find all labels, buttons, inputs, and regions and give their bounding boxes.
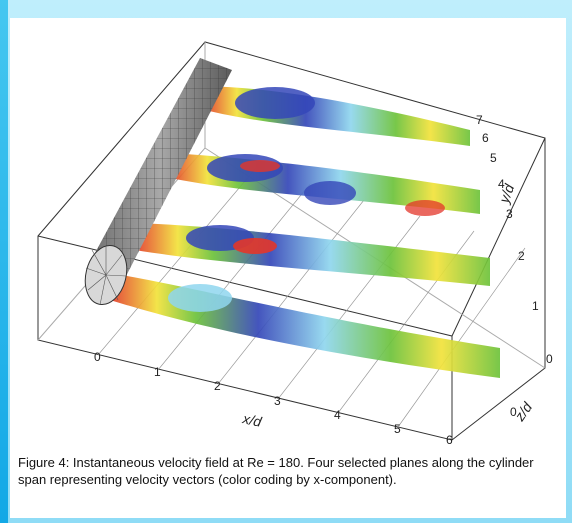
velocity-plane-4	[110, 273, 500, 378]
y-tick: 7	[476, 113, 483, 127]
y-tick: 4	[498, 177, 505, 191]
z-tick: 0	[510, 405, 517, 419]
figure-caption: Figure 4: Instantaneous velocity field a…	[18, 455, 534, 487]
cylinder-icon	[84, 58, 232, 306]
x-tick: 0	[94, 350, 101, 364]
velocity-plane-3	[135, 223, 490, 286]
z-axis-label: z/d	[511, 398, 536, 424]
z-axis-ticks: 0 0	[510, 352, 553, 419]
y-tick: 6	[482, 131, 489, 145]
y-tick: 5	[490, 151, 497, 165]
x-tick: 1	[154, 365, 161, 379]
x-tick: 6	[446, 433, 453, 447]
y-tick: 3	[506, 207, 513, 221]
z-tick: 0	[546, 352, 553, 366]
x-axis-label: x/d	[240, 410, 264, 430]
x-tick: 5	[394, 422, 401, 436]
y-tick: 1	[532, 299, 539, 313]
x-tick: 4	[334, 408, 341, 422]
y-axis-ticks: 1 2 3 4 5 6 7	[476, 113, 539, 313]
velocity-planes	[110, 86, 500, 378]
y-tick: 2	[518, 249, 525, 263]
x-axis-ticks: 0 1 2 3 4 5 6	[94, 350, 453, 447]
x-tick: 3	[274, 394, 281, 408]
y-axis-label: y/d	[495, 181, 517, 206]
left-accent-strip	[0, 0, 8, 523]
velocity-field-figure: 0 1 2 3 4 5 6 x/d 1 2 3 4 5 6 7 y/d 0 0 …	[37, 41, 553, 447]
figure-panel: 0 1 2 3 4 5 6 x/d 1 2 3 4 5 6 7 y/d 0 0 …	[10, 18, 566, 518]
x-tick: 2	[214, 379, 221, 393]
